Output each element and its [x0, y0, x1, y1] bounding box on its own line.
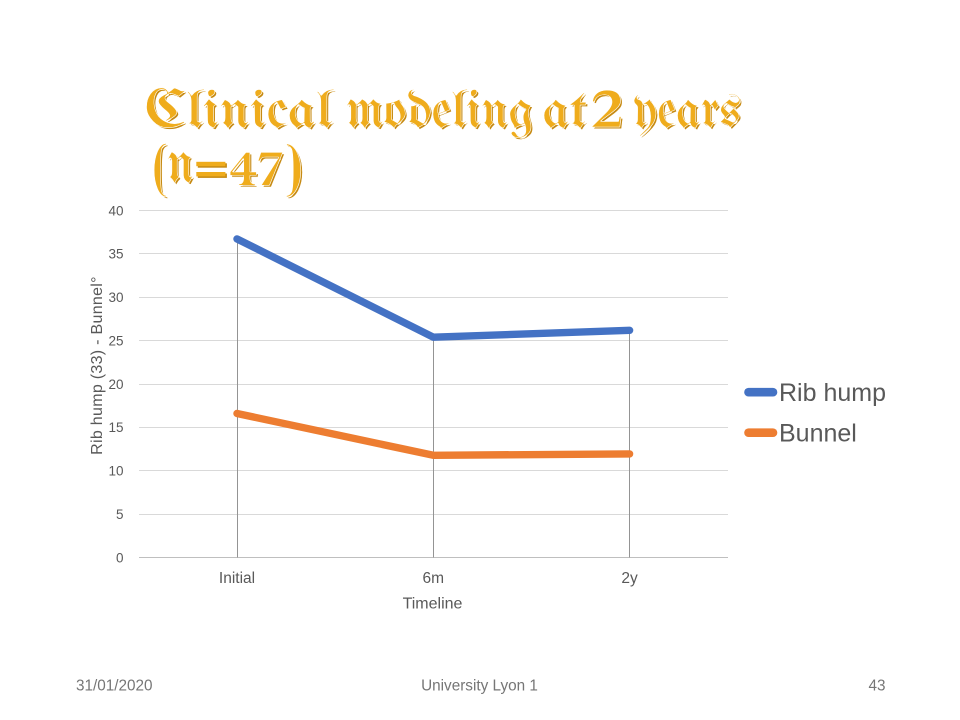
svg-text:40: 40 [108, 203, 123, 218]
svg-text:10: 10 [108, 464, 123, 479]
svg-text:5: 5 [116, 507, 124, 522]
svg-text:35: 35 [108, 247, 123, 262]
svg-text:Timeline: Timeline [403, 596, 463, 613]
svg-text:University Lyon 1: University Lyon 1 [421, 678, 538, 695]
svg-text:Rib hump: Rib hump [779, 379, 886, 407]
svg-text:6m: 6m [423, 570, 445, 587]
svg-text:43: 43 [868, 678, 885, 695]
svg-text:2y: 2y [621, 570, 638, 587]
svg-text:Initial: Initial [219, 570, 255, 587]
svg-text:30: 30 [108, 290, 123, 305]
svg-text:Rib hump (33) - Bunnel°: Rib hump (33) - Bunnel° [89, 276, 106, 455]
svg-text:25: 25 [108, 334, 123, 349]
svg-text:20: 20 [108, 377, 123, 392]
svg-text:31/01/2020: 31/01/2020 [76, 678, 153, 695]
svg-text:Bunnel: Bunnel [779, 420, 857, 448]
svg-text:15: 15 [108, 420, 123, 435]
svg-text:0: 0 [116, 550, 124, 565]
